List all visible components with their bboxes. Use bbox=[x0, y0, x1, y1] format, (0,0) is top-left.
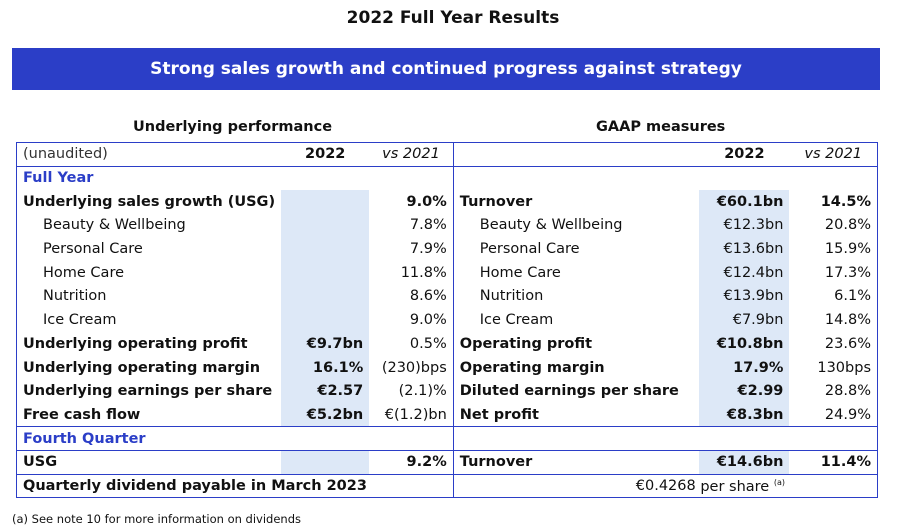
unaudited-label: (unaudited) bbox=[16, 142, 282, 167]
underlying-performance-heading: Underlying performance bbox=[133, 119, 333, 135]
table-row: Ice Cream 9.0% Ice Cream €7.9bn 14.8% bbox=[16, 308, 879, 332]
gaap-value-vs-2021: 14.8% bbox=[789, 308, 879, 332]
gaap-row-label: Turnover bbox=[452, 189, 700, 214]
gaap-value-2022: €7.9bn bbox=[699, 308, 790, 332]
gaap-row-label: Ice Cream bbox=[452, 308, 700, 332]
gaap-row-label: Beauty & Wellbeing bbox=[452, 213, 700, 238]
dividend-note-mark: (a) bbox=[773, 477, 785, 487]
gaap-value-2022: €13.6bn bbox=[699, 237, 790, 261]
value-vs-2021: (230)bps bbox=[369, 355, 454, 380]
value-vs-2021: (2.1)% bbox=[369, 379, 454, 404]
dividend-value-cell: €0.4268 per share (a) bbox=[452, 474, 879, 499]
row-label: Underlying operating margin bbox=[16, 355, 282, 380]
gaap-row-label: Turnover bbox=[452, 450, 700, 475]
value-vs-2021: 7.9% bbox=[369, 237, 454, 261]
gaap-value-2022: €2.99 bbox=[699, 379, 790, 404]
dividend-label: Quarterly dividend payable in March 2023 bbox=[16, 474, 454, 499]
table-row: USG 9.2% Turnover €14.6bn 11.4% bbox=[16, 450, 879, 475]
row-label: Underlying operating profit bbox=[16, 332, 282, 356]
gaap-value-2022: €12.4bn bbox=[699, 260, 790, 285]
table-row: Underlying operating profit €9.7bn 0.5% Ope… bbox=[16, 332, 879, 356]
row-label: USG bbox=[16, 450, 282, 475]
gaap-row-label: Operating profit bbox=[452, 332, 700, 356]
row-label: Free cash flow bbox=[16, 403, 282, 428]
value-vs-2021: 0.5% bbox=[369, 332, 454, 356]
row-label: Underlying earnings per share bbox=[16, 379, 282, 404]
value-2022: €2.57 bbox=[281, 379, 370, 404]
results-table: (unaudited) 2022 vs 2021 2022 vs 2021 Fu… bbox=[16, 142, 879, 499]
gaap-row-label: Net profit bbox=[452, 403, 700, 428]
value-vs-2021: 9.0% bbox=[369, 189, 454, 214]
gaap-value-vs-2021: 11.4% bbox=[789, 450, 879, 475]
table-row: Free cash flow €5.2bn €(1.2)bn Net profit €8… bbox=[16, 403, 879, 428]
table-row: Underlying earnings per share €2.57 (2.1)%… bbox=[16, 379, 879, 404]
section-row-fourth-quarter: Fourth Quarter bbox=[16, 426, 879, 451]
table-row: Underlying operating margin 16.1% (230)bps… bbox=[16, 355, 879, 380]
row-label: Ice Cream bbox=[16, 308, 282, 332]
col-vs-header: vs 2021 bbox=[369, 142, 454, 167]
dividend-unit: per share bbox=[700, 478, 770, 495]
gaap-value-vs-2021: 14.5% bbox=[789, 189, 879, 214]
gaap-value-2022: 17.9% bbox=[699, 355, 790, 380]
gaap-value-vs-2021: 24.9% bbox=[789, 403, 879, 428]
value-vs-2021: 8.6% bbox=[369, 284, 454, 309]
value-2022 bbox=[281, 189, 370, 214]
gaap-value-vs-2021: 15.9% bbox=[789, 237, 879, 261]
gaap-value-vs-2021: 17.3% bbox=[789, 260, 879, 285]
row-label: Home Care bbox=[16, 260, 282, 285]
value-2022 bbox=[281, 284, 370, 309]
value-2022 bbox=[281, 260, 370, 285]
value-vs-2021: 7.8% bbox=[369, 213, 454, 238]
gaap-value-vs-2021: 28.8% bbox=[789, 379, 879, 404]
gaap-value-vs-2021: 20.8% bbox=[789, 213, 879, 238]
table-row: Home Care 11.8% Home Care €12.4bn 17.3% bbox=[16, 260, 879, 285]
value-2022 bbox=[281, 308, 370, 332]
gaap-value-2022: €13.9bn bbox=[699, 284, 790, 309]
headline-banner: Strong sales growth and continued progre… bbox=[12, 48, 880, 90]
table-row: Underlying sales growth (USG) 9.0% Turnove… bbox=[16, 189, 879, 214]
row-label: Nutrition bbox=[16, 284, 282, 309]
value-vs-2021: 9.2% bbox=[369, 450, 454, 475]
dividend-amount: €0.4268 bbox=[635, 478, 696, 495]
gaap-value-2022: €60.1bn bbox=[699, 189, 790, 214]
gaap-value-2022: €8.3bn bbox=[699, 403, 790, 428]
header-row: (unaudited) 2022 vs 2021 2022 vs 2021 bbox=[16, 142, 879, 167]
value-vs-2021: 11.8% bbox=[369, 260, 454, 285]
value-2022: €5.2bn bbox=[281, 403, 370, 428]
gaap-row-label: Operating margin bbox=[452, 355, 700, 380]
table-row: Beauty & Wellbeing 7.8% Beauty & Wellbeing… bbox=[16, 213, 879, 238]
gaap-value-vs-2021: 23.6% bbox=[789, 332, 879, 356]
gaap-col-2022-header: 2022 bbox=[699, 142, 790, 167]
table-row: Personal Care 7.9% Personal Care €13.6bn 15.… bbox=[16, 237, 879, 261]
section-label-fourth-quarter: Fourth Quarter bbox=[16, 426, 282, 451]
gaap-value-2022: €10.8bn bbox=[699, 332, 790, 356]
gaap-value-vs-2021: 6.1% bbox=[789, 284, 879, 309]
col-2022-header: 2022 bbox=[281, 142, 370, 167]
dividend-row: Quarterly dividend payable in March 2023… bbox=[16, 474, 879, 499]
section-label-full-year: Full Year bbox=[16, 166, 282, 190]
gaap-row-label: Personal Care bbox=[452, 237, 700, 261]
value-2022: 16.1% bbox=[281, 355, 370, 380]
row-label: Underlying sales growth (USG) bbox=[16, 189, 282, 214]
gaap-value-2022: €14.6bn bbox=[699, 450, 790, 475]
page-title: 2022 Full Year Results bbox=[346, 8, 560, 28]
value-2022 bbox=[281, 450, 370, 475]
gaap-row-label: Home Care bbox=[452, 260, 700, 285]
value-2022 bbox=[281, 213, 370, 238]
gaap-row-label: Diluted earnings per share bbox=[452, 379, 700, 404]
value-2022 bbox=[281, 237, 370, 261]
footnote: (a) See note 10 for more information on … bbox=[12, 512, 302, 526]
row-label: Personal Care bbox=[16, 237, 282, 261]
value-2022: €9.7bn bbox=[281, 332, 370, 356]
value-vs-2021: 9.0% bbox=[369, 308, 454, 332]
gaap-col-vs-header: vs 2021 bbox=[789, 142, 879, 167]
section-row-full-year: Full Year bbox=[16, 166, 879, 190]
value-vs-2021: €(1.2)bn bbox=[369, 403, 454, 428]
table-row: Nutrition 8.6% Nutrition €13.9bn 6.1% bbox=[16, 284, 879, 309]
row-label: Beauty & Wellbeing bbox=[16, 213, 282, 238]
gaap-measures-heading: GAAP measures bbox=[596, 119, 726, 135]
gaap-value-vs-2021: 130bps bbox=[789, 355, 879, 380]
gaap-value-2022: €12.3bn bbox=[699, 213, 790, 238]
gaap-row-label: Nutrition bbox=[452, 284, 700, 309]
